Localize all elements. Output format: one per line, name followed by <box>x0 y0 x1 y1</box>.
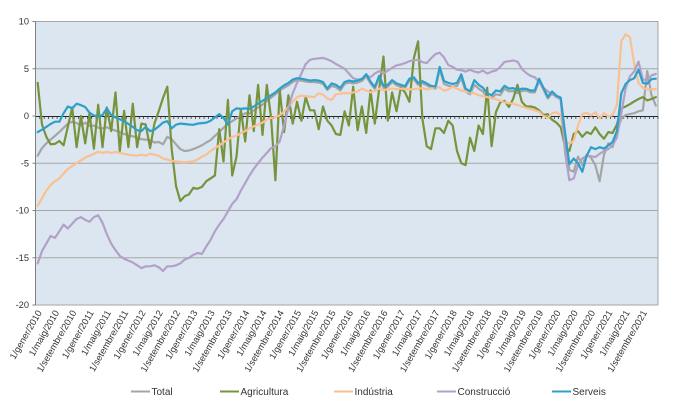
svg-text:-10: -10 <box>16 206 29 216</box>
svg-text:Construcció: Construcció <box>458 387 511 398</box>
svg-text:-20: -20 <box>16 300 29 310</box>
svg-text:5: 5 <box>24 64 29 74</box>
svg-text:-5: -5 <box>21 158 29 168</box>
svg-text:Indústria: Indústria <box>355 387 394 398</box>
svg-text:-15: -15 <box>16 253 29 263</box>
svg-text:Agricultura: Agricultura <box>241 387 289 398</box>
svg-text:Serveis: Serveis <box>573 387 606 398</box>
svg-text:0: 0 <box>24 111 29 121</box>
svg-text:Total: Total <box>152 387 173 398</box>
svg-text:10: 10 <box>19 17 29 27</box>
